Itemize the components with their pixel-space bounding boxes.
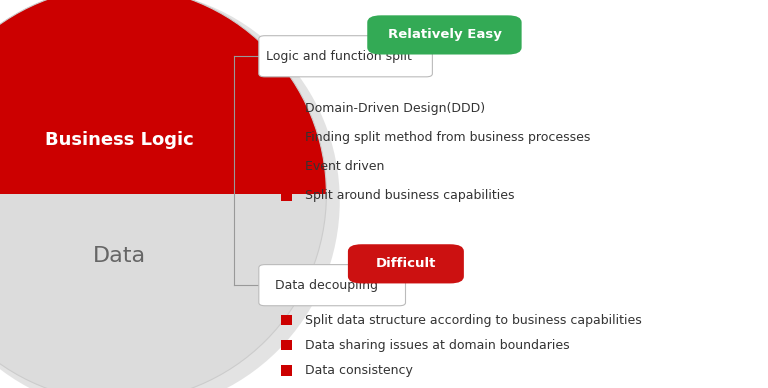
FancyBboxPatch shape <box>281 162 292 172</box>
FancyBboxPatch shape <box>348 244 464 283</box>
FancyBboxPatch shape <box>281 104 292 114</box>
FancyBboxPatch shape <box>281 365 292 376</box>
Ellipse shape <box>0 0 339 388</box>
FancyBboxPatch shape <box>281 315 292 325</box>
Text: Domain-Driven Design(DDD): Domain-Driven Design(DDD) <box>305 102 485 115</box>
FancyBboxPatch shape <box>259 36 432 77</box>
Text: Split around business capabilities: Split around business capabilities <box>305 189 515 203</box>
Text: Data: Data <box>92 246 146 266</box>
Text: Data consistency: Data consistency <box>305 364 412 377</box>
Text: Business Logic: Business Logic <box>45 131 194 149</box>
FancyBboxPatch shape <box>367 15 521 55</box>
Text: Event driven: Event driven <box>305 160 384 173</box>
Text: Difficult: Difficult <box>376 257 436 270</box>
Text: Relatively Easy: Relatively Easy <box>388 28 502 42</box>
Ellipse shape <box>0 0 326 388</box>
Text: Split data structure according to business capabilities: Split data structure according to busine… <box>305 314 641 327</box>
Text: Data decoupling: Data decoupling <box>275 279 379 292</box>
FancyBboxPatch shape <box>281 133 292 143</box>
Ellipse shape <box>0 0 326 388</box>
Text: Finding split method from business processes: Finding split method from business proce… <box>305 131 591 144</box>
FancyBboxPatch shape <box>281 191 292 201</box>
Text: Data sharing issues at domain boundaries: Data sharing issues at domain boundaries <box>305 339 570 352</box>
Text: Logic and function split: Logic and function split <box>266 50 412 63</box>
FancyBboxPatch shape <box>281 340 292 350</box>
FancyBboxPatch shape <box>259 265 406 306</box>
